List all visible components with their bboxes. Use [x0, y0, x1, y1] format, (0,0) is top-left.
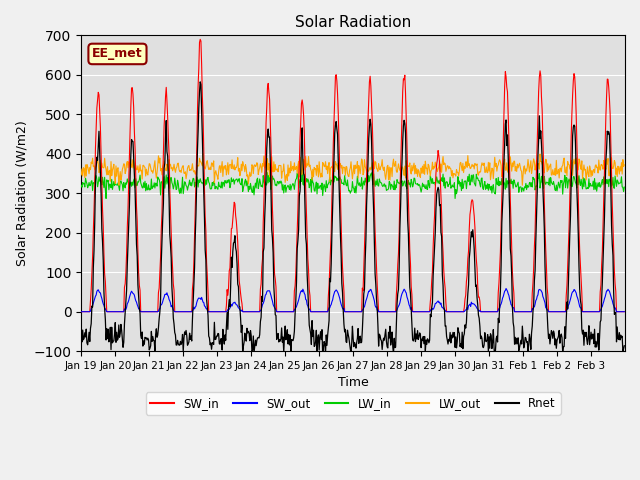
X-axis label: Time: Time — [338, 376, 369, 389]
Text: EE_met: EE_met — [92, 48, 143, 60]
Y-axis label: Solar Radiation (W/m2): Solar Radiation (W/m2) — [15, 120, 28, 266]
Legend: SW_in, SW_out, LW_in, LW_out, Rnet: SW_in, SW_out, LW_in, LW_out, Rnet — [146, 392, 561, 415]
Title: Solar Radiation: Solar Radiation — [295, 15, 412, 30]
